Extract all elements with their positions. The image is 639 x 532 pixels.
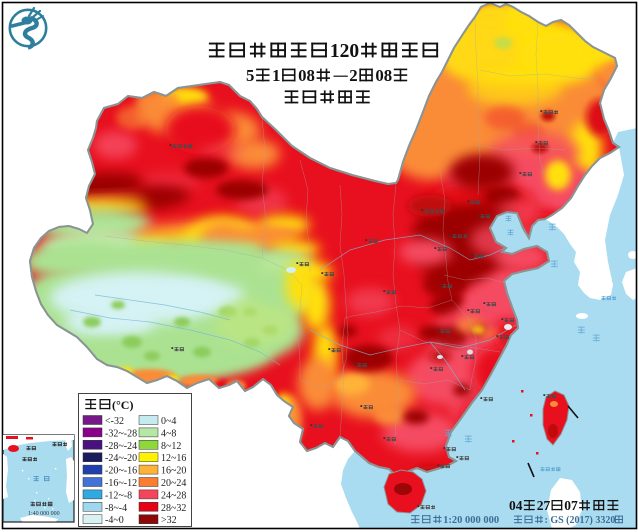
svg-text:08: 08 <box>375 66 392 85</box>
svg-text:8~12: 8~12 <box>161 441 181 452</box>
svg-text:1:40 000 000: 1:40 000 000 <box>28 511 60 517</box>
svg-text:-24~-20: -24~-20 <box>105 453 137 464</box>
svg-text:-12~-8: -12~-8 <box>105 490 132 501</box>
svg-text:5: 5 <box>246 66 254 85</box>
svg-text:16~20: 16~20 <box>161 466 186 477</box>
svg-text:: GS (2017) 3320: : GS (2017) 3320 <box>545 515 616 526</box>
svg-text:07: 07 <box>564 498 578 513</box>
svg-text:1:20 000 000: 1:20 000 000 <box>443 515 499 526</box>
svg-text:120: 120 <box>330 41 359 62</box>
svg-text:12~16: 12~16 <box>161 453 186 464</box>
svg-text:08: 08 <box>298 66 315 85</box>
svg-text:27: 27 <box>537 498 551 513</box>
svg-text:28~32: 28~32 <box>161 503 186 514</box>
svg-text:-16~-12: -16~-12 <box>105 478 137 489</box>
svg-text:-4~0: -4~0 <box>105 515 124 526</box>
svg-text:>32: >32 <box>161 515 177 526</box>
svg-text:20~24: 20~24 <box>161 478 186 489</box>
svg-text:0~4: 0~4 <box>161 416 176 427</box>
svg-text:04: 04 <box>509 498 523 513</box>
svg-text:-28~-24: -28~-24 <box>105 441 137 452</box>
svg-text:2: 2 <box>349 66 357 85</box>
svg-text:24~28: 24~28 <box>161 490 186 501</box>
svg-text:1: 1 <box>272 66 280 85</box>
svg-text:(°C): (°C) <box>112 398 133 412</box>
svg-text:4~8: 4~8 <box>161 428 176 439</box>
svg-text:<-32: <-32 <box>105 416 124 427</box>
svg-text:-8~-4: -8~-4 <box>105 503 127 514</box>
svg-text:-20~-16: -20~-16 <box>105 466 137 477</box>
svg-text:-32~-28: -32~-28 <box>105 428 137 439</box>
